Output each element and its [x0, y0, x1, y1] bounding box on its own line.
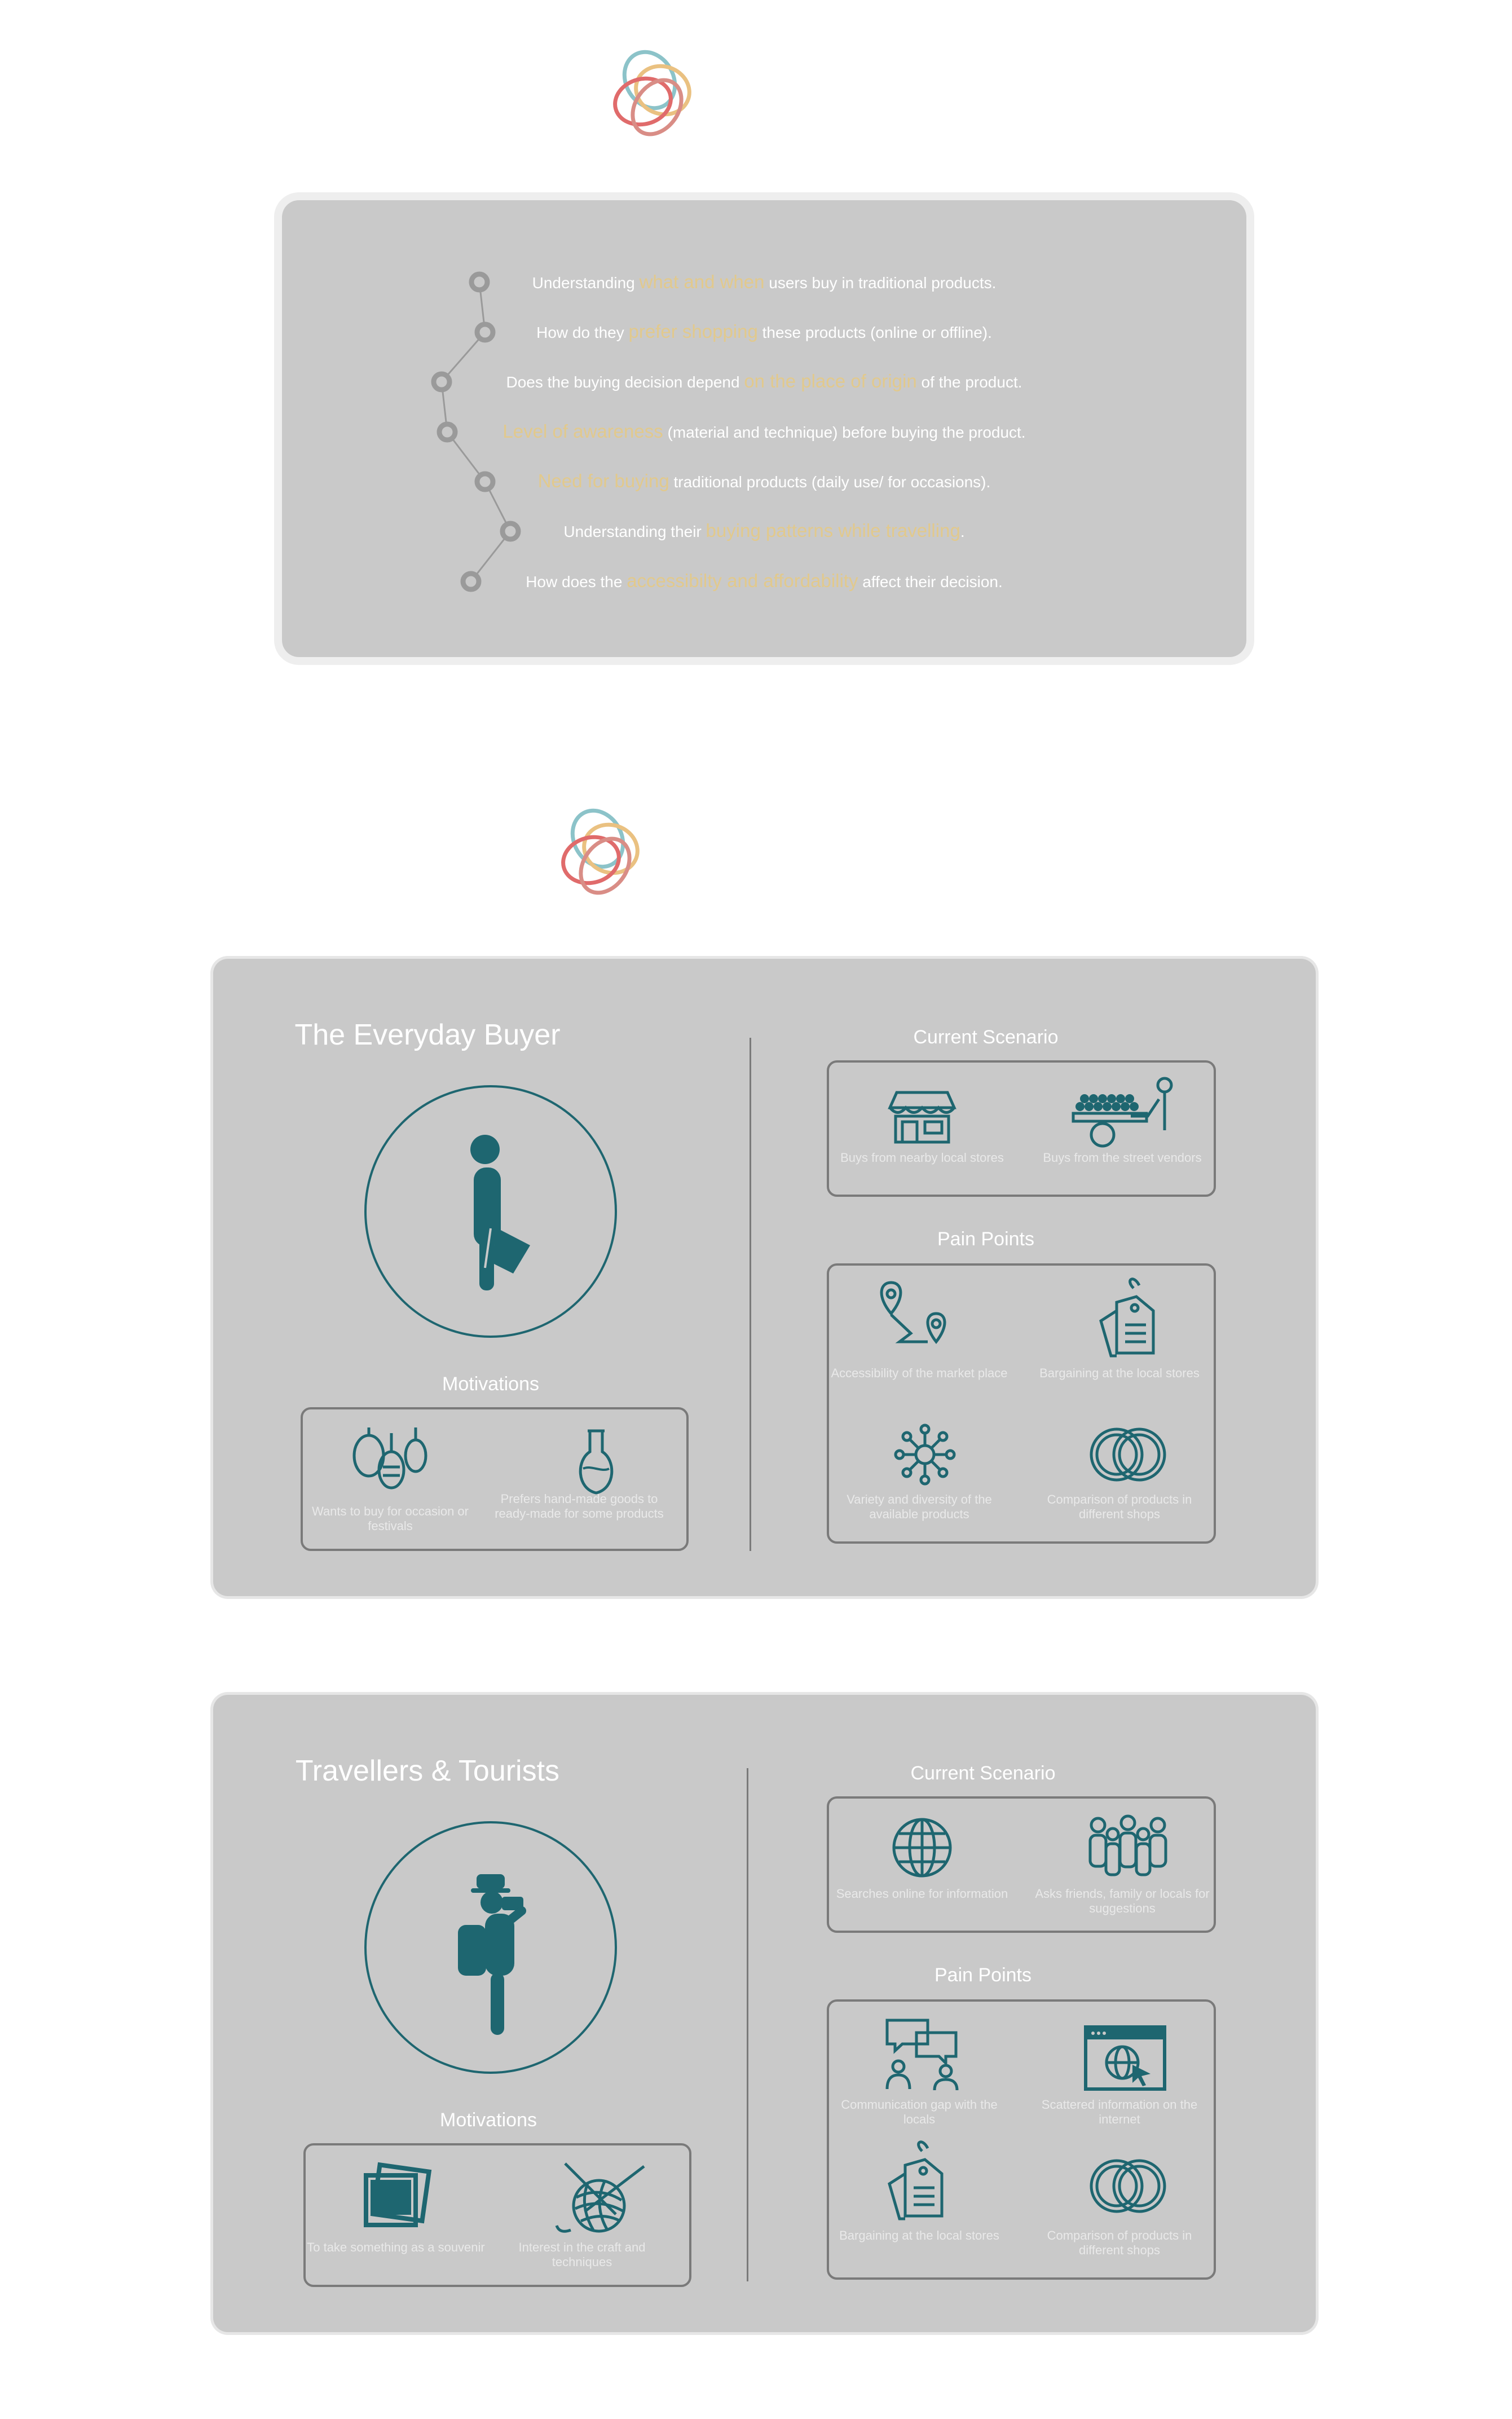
- pain-2: Scattered information on the internet: [1041, 2098, 1198, 2126]
- overlapping-circles-icon: [1090, 1427, 1166, 1482]
- pain-1: Accessibility of the market place: [831, 1366, 1008, 1380]
- timeline-node-icon: [431, 371, 452, 393]
- network-icon: [894, 1424, 956, 1486]
- street-cart-icon: [1072, 1077, 1173, 1148]
- logo-rings-icon: [613, 50, 691, 136]
- divider: [747, 1768, 748, 2281]
- current-scenario-panel: Searches online for information Asks fri…: [827, 1796, 1216, 1933]
- current-2: Buys from the street vendors: [1043, 1151, 1202, 1165]
- question-3: Does the buying decision depend on the p…: [506, 371, 1022, 391]
- photos-icon: [364, 2162, 432, 2227]
- question-1: Understanding what and when users buy in…: [532, 271, 997, 292]
- pain-2: Bargaining at the local stores: [1039, 1366, 1200, 1380]
- motivation-2: Prefers hand-made goods to ready-made fo…: [495, 1492, 664, 1521]
- timeline-node-icon: [469, 271, 490, 293]
- price-tags-icon: [1099, 1277, 1155, 1358]
- timeline-node-icon: [474, 471, 496, 492]
- current-1: Buys from nearby local stores: [840, 1151, 1004, 1165]
- pain-points-label: Pain Points: [937, 1228, 1034, 1250]
- divider: [750, 1038, 751, 1551]
- pain-1: Communication gap with the locals: [841, 2098, 998, 2126]
- question-5: Need for buying traditional products (da…: [537, 470, 991, 491]
- persona-avatar: [364, 1085, 617, 1338]
- timeline-node-icon: [500, 521, 521, 542]
- persona-title: The Everyday Buyer: [294, 1019, 561, 1051]
- chat-people-icon: [885, 2019, 959, 2091]
- pain-4: Comparison of products in different shop…: [1047, 1492, 1192, 1521]
- persona-card-everyday-buyer: The Everyday Buyer Motivations Wants to …: [213, 959, 1316, 1596]
- logo-rings-icon: [561, 808, 640, 895]
- persona-card-travellers: Travellers & Tourists Motivations To tak…: [213, 1695, 1316, 2332]
- motivation-2: Interest in the craft and techniques: [518, 2240, 646, 2269]
- group-people-icon: [1088, 1814, 1167, 1876]
- globe-icon: [892, 1818, 952, 1878]
- pain-points-panel: Accessibility of the market place Bargai…: [827, 1263, 1216, 1544]
- timeline-node-icon: [474, 321, 496, 343]
- price-tags-icon: [888, 2140, 944, 2220]
- yarn-needles-icon: [555, 2162, 645, 2233]
- map-route-icon: [880, 1281, 946, 1345]
- vase-icon: [579, 1429, 614, 1495]
- motivation-1: To take something as a souvenir: [307, 2240, 485, 2254]
- current-scenario-panel: Buys from nearby local stores Buys from …: [827, 1060, 1216, 1197]
- pain-3: Variety and diversity of the available p…: [847, 1492, 992, 1521]
- question-6: Understanding their buying patterns whil…: [563, 520, 965, 541]
- pain-4: Comparison of products in different shop…: [1047, 2228, 1192, 2257]
- question-2: How do they prefer shopping these produc…: [536, 321, 992, 342]
- pain-points-panel: Communication gap with the locals Scatte…: [827, 1999, 1216, 2280]
- persona-avatar: [364, 1821, 617, 2074]
- current-2: Asks friends, family or locals for sugge…: [1035, 1887, 1210, 1915]
- motivations-label: Motivations: [440, 2109, 537, 2131]
- web-browser-icon: [1084, 2025, 1166, 2091]
- overlapping-circles-icon: [1090, 2159, 1166, 2213]
- research-questions-card: Understanding what and when users buy in…: [282, 200, 1246, 657]
- motivations-panel: Wants to buy for occasion or festivals P…: [301, 1407, 689, 1551]
- persona-title: Travellers & Tourists: [295, 1755, 560, 1787]
- lanterns-icon: [352, 1427, 427, 1490]
- timeline-node-icon: [460, 571, 482, 592]
- shop-icon: [888, 1091, 956, 1144]
- timeline-path: [431, 271, 521, 592]
- walking-shopper-icon: [470, 1135, 530, 1290]
- current-1: Searches online for information: [836, 1887, 1008, 1901]
- question-4: Level of awareness (material and techniq…: [502, 421, 1026, 442]
- motivation-1: Wants to buy for occasion or festivals: [312, 1504, 469, 1533]
- motivations-label: Motivations: [442, 1373, 539, 1395]
- motivations-panel: To take something as a souvenir Interest…: [303, 2143, 691, 2287]
- pain-3: Bargaining at the local stores: [839, 2228, 999, 2242]
- timeline-node-icon: [437, 421, 458, 443]
- current-scenario-label: Current Scenario: [913, 1026, 1059, 1048]
- tourist-camera-icon: [458, 1874, 526, 2035]
- pain-points-label: Pain Points: [934, 1964, 1031, 1986]
- current-scenario-label: Current Scenario: [910, 1763, 1056, 1784]
- question-7: How does the accessibilty and affordabil…: [526, 570, 1003, 591]
